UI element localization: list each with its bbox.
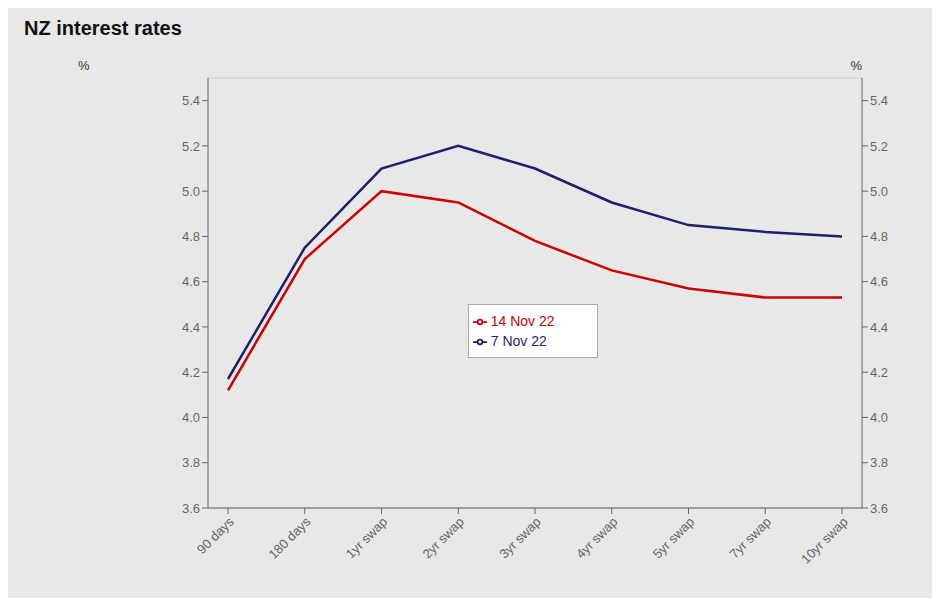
svg-text:4.2: 4.2 — [870, 365, 888, 380]
svg-text:180 days: 180 days — [265, 514, 313, 562]
svg-text:3.6: 3.6 — [870, 501, 888, 516]
svg-text:4.2: 4.2 — [182, 365, 200, 380]
svg-text:5.4: 5.4 — [182, 93, 200, 108]
svg-text:5.0: 5.0 — [182, 184, 200, 199]
svg-text:3.6: 3.6 — [182, 501, 200, 516]
svg-text:5.2: 5.2 — [182, 139, 200, 154]
svg-text:5.0: 5.0 — [870, 184, 888, 199]
svg-text:5.2: 5.2 — [870, 139, 888, 154]
html-text:NZ interest rates: NZ interest rates — [24, 17, 182, 39]
svg-text:3.8: 3.8 — [182, 455, 200, 470]
svg-text:3yr swap: 3yr swap — [496, 514, 543, 561]
svg-text:4yr swap: 4yr swap — [573, 514, 620, 561]
svg-text:3.8: 3.8 — [870, 455, 888, 470]
svg-text:90 days: 90 days — [194, 514, 237, 557]
svg-text:4.4: 4.4 — [182, 320, 200, 335]
svg-text:2yr swap: 2yr swap — [419, 514, 466, 561]
svg-text:7yr swap: 7yr swap — [726, 514, 773, 561]
svg-text:4.0: 4.0 — [870, 410, 888, 425]
svg-text:5.4: 5.4 — [870, 93, 888, 108]
svg-text:1yr swap: 1yr swap — [343, 514, 390, 561]
html-text:7 Nov 22: 7 Nov 22 — [490, 333, 547, 349]
html-text:14 Nov 22: 14 Nov 22 — [490, 313, 555, 329]
svg-text:5yr swap: 5yr swap — [650, 514, 697, 561]
svg-text:10yr swap: 10yr swap — [798, 514, 851, 567]
svg-text:4.4: 4.4 — [870, 320, 888, 335]
svg-text:4.6: 4.6 — [870, 274, 888, 289]
svg-text:4.0: 4.0 — [182, 410, 200, 425]
svg-text:4.6: 4.6 — [182, 274, 200, 289]
svg-text:4.8: 4.8 — [870, 229, 888, 244]
svg-text:4.8: 4.8 — [182, 229, 200, 244]
